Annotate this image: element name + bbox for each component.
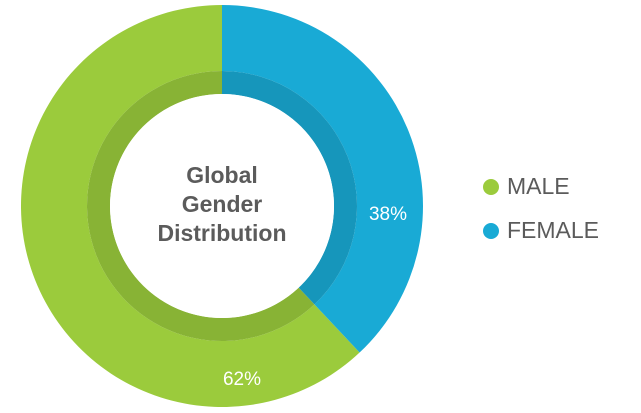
title-line: Gender bbox=[182, 191, 263, 217]
value-label: 38% bbox=[369, 204, 407, 225]
slice-inner-band bbox=[86, 71, 315, 341]
slice bbox=[21, 5, 360, 407]
value-label: 62% bbox=[223, 369, 261, 390]
chart-title: Global Gender Distribution bbox=[157, 162, 286, 246]
slice bbox=[222, 5, 423, 353]
title-line: Global bbox=[186, 162, 258, 188]
legend-label: FEMALE bbox=[507, 217, 599, 243]
legend-swatch bbox=[483, 223, 499, 239]
donut-hole bbox=[110, 94, 334, 318]
title-line: Distribution bbox=[157, 220, 286, 246]
legend-label: MALE bbox=[507, 173, 570, 199]
legend-swatch bbox=[483, 179, 499, 195]
slice-inner-band bbox=[222, 71, 357, 305]
